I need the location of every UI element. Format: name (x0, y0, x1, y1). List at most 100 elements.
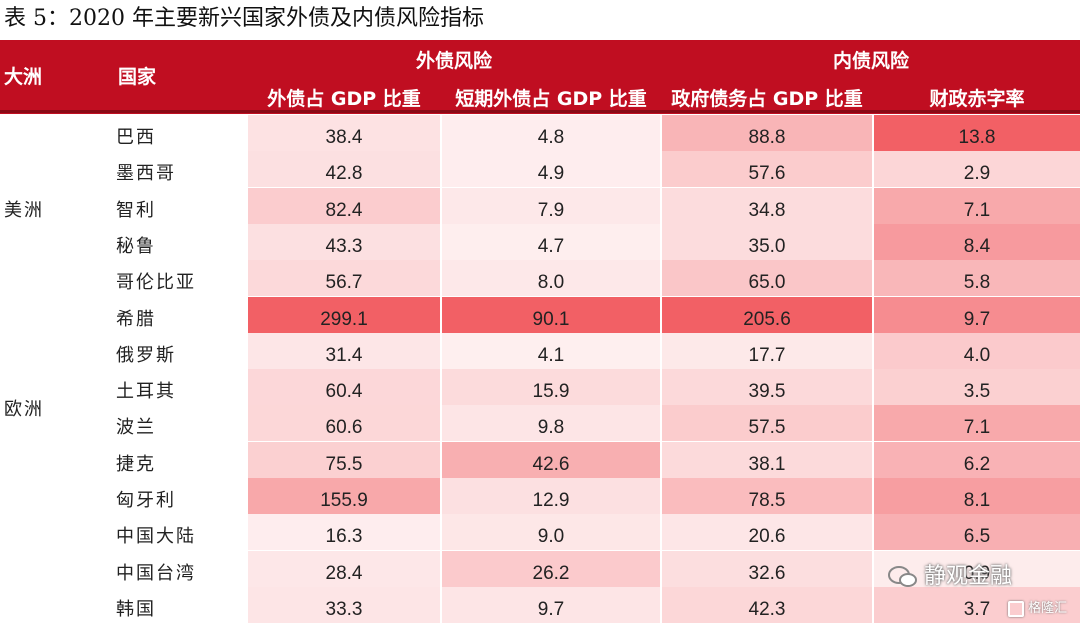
country-name: 土耳其 (116, 381, 176, 403)
logo-mark-icon (1008, 600, 1024, 617)
value-cell-2: 9.8 (442, 405, 660, 442)
country-name: 中国台湾 (116, 562, 196, 584)
value-cell-2: 4.1 (442, 332, 660, 369)
value-cell-3: 20.6 (662, 514, 872, 551)
table-row: 墨西哥 42.8 4.9 57.6 2.9 (0, 151, 1080, 188)
table-row: 俄罗斯 31.4 4.1 17.7 4.0 (0, 332, 1080, 369)
table-row: 秘鲁 43.3 4.7 35.0 8.4 (0, 223, 1080, 260)
value-cell-2: 8.0 (442, 260, 660, 297)
country-name: 希腊 (116, 308, 156, 330)
value-cell-2: 26.2 (442, 550, 660, 587)
value-cell-2: 4.9 (442, 151, 660, 188)
value-cell-1: 155.9 (248, 478, 440, 514)
value-cell-4: 5.8 (874, 260, 1080, 297)
value-cell-1: 31.4 (248, 332, 440, 369)
value-cell-1: 60.4 (248, 369, 440, 406)
value-cell-2: 12.9 (442, 478, 660, 514)
continent-americas: 美洲 (4, 200, 44, 221)
value-cell-2: 15.9 (442, 369, 660, 406)
country-name: 波兰 (116, 417, 156, 439)
logo: 格隆汇 (1008, 597, 1067, 617)
value-cell-2: 9.7 (442, 586, 660, 623)
value-cell-2: 4.8 (442, 115, 660, 151)
value-cell-1: 299.1 (248, 296, 440, 333)
header-group-external: 外债风险 (415, 50, 492, 72)
table-row: 哥伦比亚 56.7 8.0 65.0 5.8 (0, 260, 1080, 297)
value-cell-1: 60.6 (248, 405, 440, 442)
value-cell-3: 34.8 (662, 187, 872, 224)
value-cell-1: 75.5 (248, 441, 440, 478)
value-cell-2: 9.0 (442, 514, 660, 551)
value-cell-2: 90.1 (442, 296, 660, 333)
value-cell-1: 38.4 (248, 115, 440, 151)
country-name: 智利 (116, 199, 156, 221)
table-row: 希腊 299.1 90.1 205.6 9.7 (0, 296, 1080, 333)
table-row: 土耳其 60.4 15.9 39.5 3.5 (0, 369, 1080, 406)
value-cell-1: 16.3 (248, 514, 440, 551)
header-country: 国家 (118, 66, 157, 88)
value-cell-4: 8.1 (874, 478, 1080, 514)
value-cell-4: 7.1 (874, 187, 1080, 224)
header-divider (0, 110, 1080, 113)
table-row: 波兰 60.6 9.8 57.5 7.1 (0, 405, 1080, 442)
continent-europe: 欧洲 (4, 399, 44, 420)
country-name: 中国大陆 (116, 526, 196, 548)
value-cell-3: 38.1 (662, 441, 872, 478)
value-cell-3: 88.8 (662, 115, 872, 151)
country-name: 捷克 (116, 453, 156, 475)
value-cell-2: 42.6 (442, 441, 660, 478)
header-col-fiscal-deficit: 财政赤字率 (929, 88, 1025, 110)
value-cell-1: 28.4 (248, 550, 440, 587)
table-row: 巴西 38.4 4.8 88.8 13.8 (0, 115, 1080, 151)
table-row: 捷克 75.5 42.6 38.1 6.2 (0, 441, 1080, 478)
watermark: 静观金融 (888, 558, 1012, 590)
value-cell-3: 57.5 (662, 405, 872, 442)
country-name: 秘鲁 (116, 235, 156, 257)
value-cell-2: 7.9 (442, 187, 660, 224)
table-header: 大洲 国家 外债风险 内债风险 外债占 GDP 比重 短期外债占 GDP 比重 … (0, 40, 1080, 114)
table-row: 匈牙利 155.9 12.9 78.5 8.1 (0, 478, 1080, 514)
value-cell-3: 39.5 (662, 369, 872, 406)
value-cell-4: 13.8 (874, 115, 1080, 151)
value-cell-1: 33.3 (248, 586, 440, 623)
value-cell-3: 205.6 (662, 296, 872, 333)
value-cell-4: 4.0 (874, 332, 1080, 369)
value-cell-1: 43.3 (248, 223, 440, 260)
value-cell-3: 65.0 (662, 260, 872, 297)
value-cell-3: 42.3 (662, 586, 872, 623)
value-cell-3: 32.6 (662, 550, 872, 587)
value-cell-4: 7.1 (874, 405, 1080, 442)
value-cell-4: 3.7 (874, 586, 1080, 623)
value-cell-4: 9.7 (874, 296, 1080, 333)
value-cell-1: 82.4 (248, 187, 440, 224)
value-cell-4: 2.9 (874, 151, 1080, 188)
value-cell-1: 56.7 (248, 260, 440, 297)
header-col-gov-debt: 政府债务占 GDP 比重 (671, 88, 863, 110)
value-cell-2: 4.7 (442, 223, 660, 260)
country-name: 墨西哥 (116, 163, 176, 185)
table-row: 韩国 33.3 9.7 42.3 3.7 (0, 586, 1080, 623)
watermark-text: 静观金融 (924, 564, 1013, 589)
country-name: 哥伦比亚 (116, 272, 196, 294)
value-cell-3: 17.7 (662, 332, 872, 369)
country-name: 匈牙利 (116, 490, 176, 511)
table-title: 表 5：2020 年主要新兴国家外债及内债风险指标 (4, 6, 484, 31)
table-row: 中国大陆 16.3 9.0 20.6 6.5 (0, 514, 1080, 551)
header-continent: 大洲 (4, 66, 43, 88)
country-name: 巴西 (116, 127, 156, 148)
value-cell-3: 78.5 (662, 478, 872, 514)
header-col-external-gdp: 外债占 GDP 比重 (267, 88, 421, 110)
value-cell-3: 35.0 (662, 223, 872, 260)
table-row: 智利 82.4 7.9 34.8 7.1 (0, 187, 1080, 224)
country-name: 韩国 (116, 598, 156, 620)
value-cell-4: 3.5 (874, 369, 1080, 406)
header-group-internal: 内债风险 (832, 50, 909, 72)
chat-bubble-icon (888, 566, 917, 587)
value-cell-4: 6.2 (874, 441, 1080, 478)
country-name: 俄罗斯 (116, 344, 176, 366)
header-col-short-term-external: 短期外债占 GDP 比重 (455, 88, 647, 110)
value-cell-1: 42.8 (248, 151, 440, 188)
value-cell-4: 8.4 (874, 223, 1080, 260)
value-cell-4: 6.5 (874, 514, 1080, 551)
value-cell-3: 57.6 (662, 151, 872, 188)
